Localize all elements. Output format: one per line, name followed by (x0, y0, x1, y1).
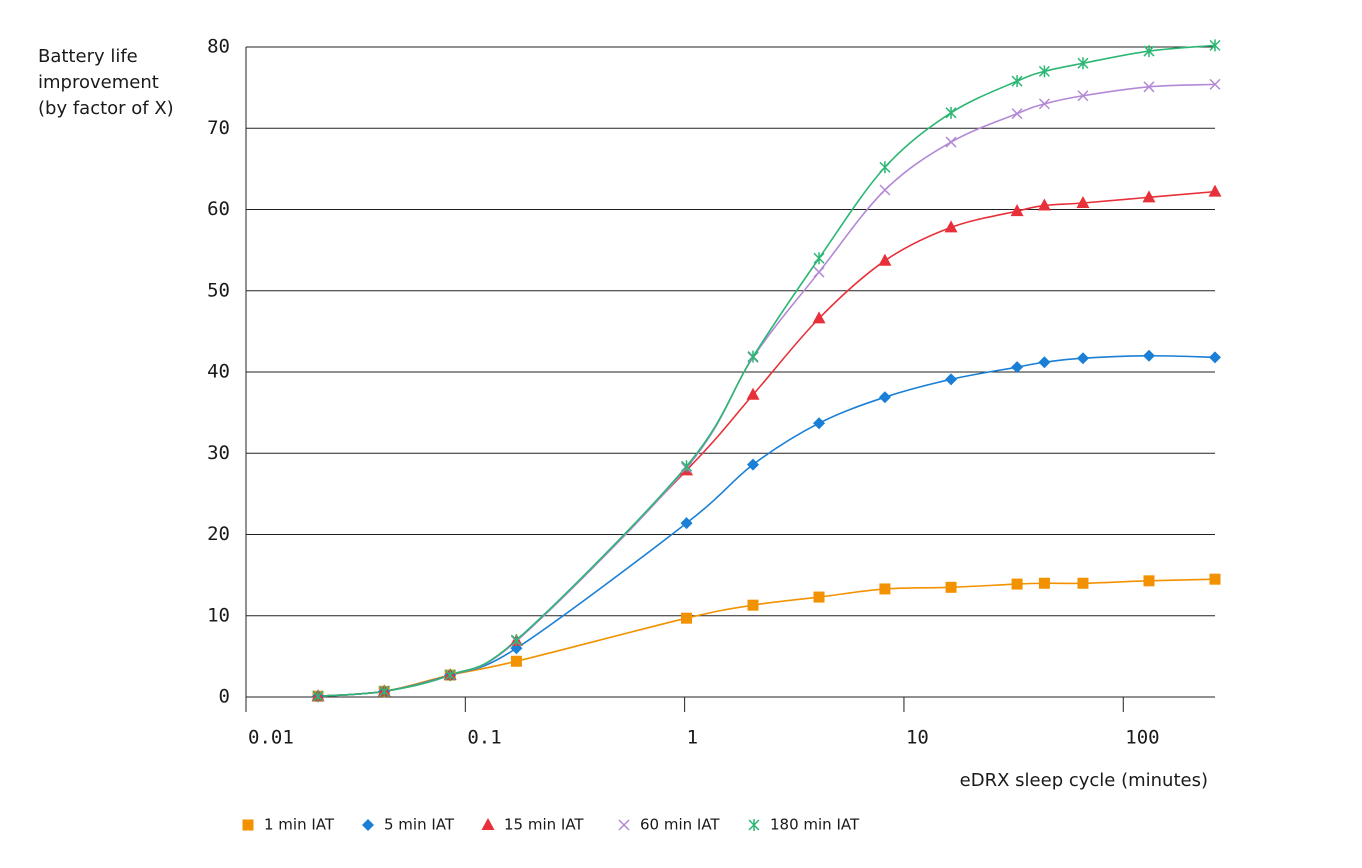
marker (378, 685, 390, 698)
marker (1076, 196, 1090, 208)
marker (879, 161, 891, 174)
marker (1037, 198, 1051, 211)
marker (878, 391, 891, 404)
legend-label: 180 min IAT (770, 816, 860, 834)
marker (879, 583, 891, 595)
legend-label: 15 min IAT (504, 816, 584, 834)
marker (1077, 57, 1089, 70)
marker (747, 458, 760, 471)
marker (1010, 204, 1024, 217)
marker (1208, 184, 1222, 197)
marker (813, 266, 825, 278)
y-axis-label: (by factor of X) (38, 98, 174, 119)
series-line (317, 354, 1216, 697)
y-tick-label: 60 (207, 198, 230, 220)
marker (444, 669, 456, 682)
marker (1076, 352, 1089, 365)
legend-label: 5 min IAT (384, 816, 455, 834)
marker (945, 373, 958, 386)
marker (813, 252, 825, 265)
marker (681, 612, 693, 624)
marker (1143, 45, 1155, 58)
marker (1038, 65, 1050, 78)
marker (1011, 75, 1023, 88)
series-line (317, 83, 1216, 697)
marker (1011, 578, 1023, 590)
legend-marker (242, 819, 254, 831)
x-tick-label: 100 (1125, 727, 1159, 749)
y-tick-label: 40 (207, 361, 230, 383)
y-tick-label: 50 (207, 279, 230, 301)
marker (813, 417, 826, 430)
marker (1038, 98, 1050, 110)
marker (945, 106, 957, 119)
x-tick-label: 1 (687, 727, 698, 749)
legend-label: 1 min IAT (264, 816, 335, 834)
marker (1209, 573, 1221, 585)
marker (1143, 81, 1155, 93)
legend-marker (362, 819, 374, 831)
marker (1011, 361, 1024, 374)
y-tick-label: 10 (207, 604, 230, 626)
marker (312, 690, 324, 703)
marker (746, 387, 760, 400)
x-tick-label: 0.01 (248, 727, 294, 749)
marker (1209, 39, 1221, 52)
x-tick-label: 10 (906, 727, 929, 749)
marker (510, 655, 522, 667)
marker (944, 220, 958, 233)
marker (1077, 90, 1089, 102)
marker (1143, 575, 1155, 587)
marker (1038, 356, 1051, 369)
legend-marker (748, 819, 760, 831)
y-axis-label: improvement (38, 72, 159, 93)
marker (1077, 577, 1089, 589)
x-tick-label: 0.1 (467, 727, 501, 749)
marker (812, 311, 826, 324)
y-tick-label: 30 (207, 442, 230, 464)
marker (510, 634, 522, 647)
marker (1011, 108, 1023, 120)
marker (813, 591, 825, 603)
y-tick-label: 20 (207, 523, 230, 545)
marker (680, 460, 693, 473)
marker (1209, 351, 1221, 364)
marker (747, 599, 759, 611)
legend-marker (481, 818, 495, 830)
y-tick-label: 0 (219, 686, 230, 708)
series-line (317, 44, 1216, 697)
marker (945, 136, 957, 148)
marker (1209, 78, 1221, 90)
marker (945, 581, 957, 593)
marker (1142, 349, 1155, 362)
marker (1142, 190, 1156, 203)
x-axis-label: eDRX sleep cycle (minutes) (960, 770, 1208, 791)
y-tick-label: 80 (207, 36, 230, 58)
marker (879, 184, 891, 196)
y-axis-label: Battery life (38, 46, 138, 67)
legend-marker (618, 819, 630, 831)
series-line (317, 190, 1216, 697)
marker (747, 350, 759, 363)
marker (680, 517, 693, 530)
marker (1038, 577, 1050, 589)
marker (878, 253, 892, 266)
legend-label: 60 min IAT (640, 816, 720, 834)
y-tick-label: 70 (207, 117, 230, 139)
